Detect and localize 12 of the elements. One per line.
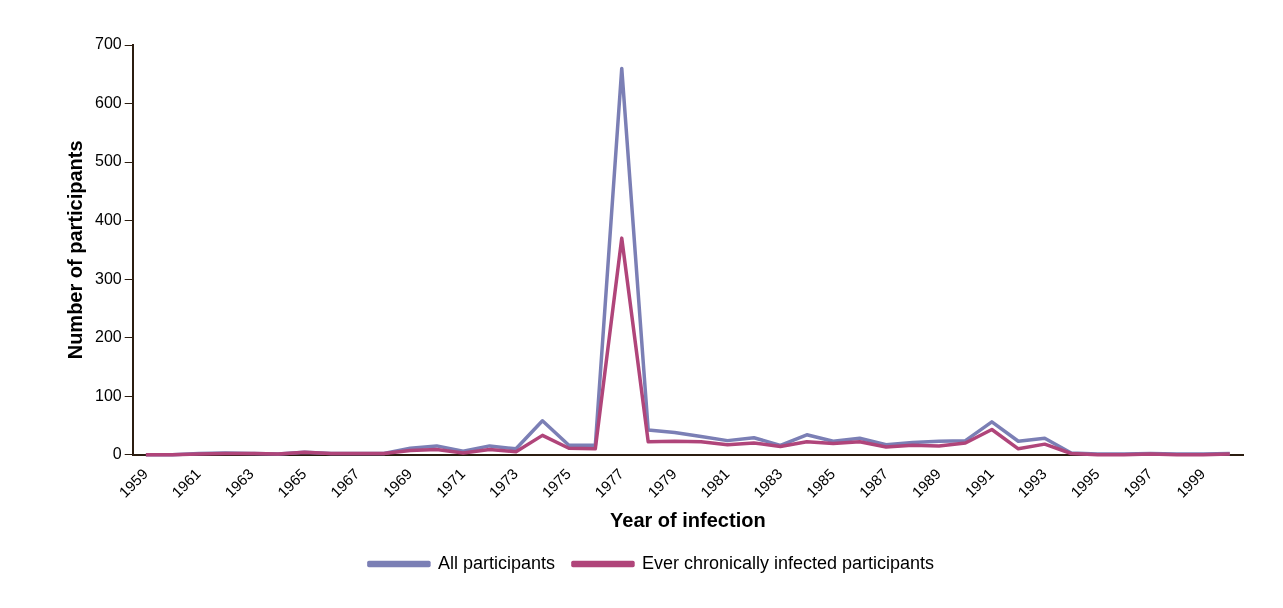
y-tick-label: 100	[94, 386, 122, 404]
y-tick-label: 200	[94, 328, 122, 346]
y-axis-title: Number of participants	[63, 140, 86, 360]
y-tick-label: 400	[94, 210, 122, 228]
legend-label: Ever chronically infected participants	[641, 552, 935, 573]
y-tick-label: 600	[94, 93, 122, 111]
x-axis-title: Year of infection	[610, 508, 766, 531]
y-tick-label: 0	[112, 445, 122, 463]
y-tick-label: 500	[94, 152, 122, 170]
legend-label: All participants	[437, 552, 555, 573]
y-tick-label: 700	[94, 35, 122, 53]
y-tick-label: 300	[94, 269, 122, 287]
